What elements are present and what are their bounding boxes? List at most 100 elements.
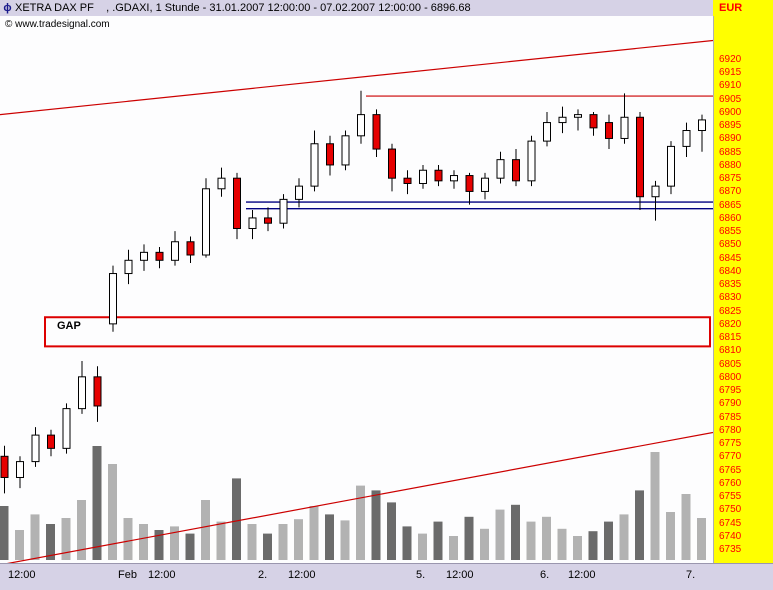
volume-bar bbox=[464, 516, 474, 560]
volume-bar bbox=[309, 506, 319, 560]
price-tick-label: 6910 bbox=[719, 80, 742, 92]
volume-bar bbox=[232, 478, 241, 560]
candle-body bbox=[372, 114, 381, 150]
time-tick-label: 12:00 bbox=[8, 569, 36, 581]
volume-bar bbox=[294, 519, 303, 560]
volume-bar bbox=[356, 485, 365, 560]
volume-bar bbox=[139, 524, 148, 560]
price-tick-label: 6845 bbox=[719, 252, 742, 264]
time-tick-label: 6. bbox=[540, 569, 550, 581]
candle-body bbox=[326, 143, 334, 166]
price-tick-label: 6795 bbox=[719, 385, 742, 397]
candle-body bbox=[589, 114, 598, 129]
price-tick-label: 6740 bbox=[719, 530, 742, 542]
volume-bar bbox=[170, 526, 179, 560]
volume-bar bbox=[480, 528, 489, 560]
candle-body bbox=[465, 175, 474, 192]
candle-body bbox=[481, 177, 489, 192]
volume-bar bbox=[15, 530, 24, 560]
candle-body bbox=[574, 114, 582, 118]
volume-bar bbox=[263, 533, 272, 560]
volume-bar bbox=[635, 490, 644, 560]
price-tick-label: 6870 bbox=[719, 186, 742, 198]
candle-body bbox=[264, 217, 272, 224]
price-tick-label: 6815 bbox=[719, 332, 742, 344]
price-tick-label: 6750 bbox=[719, 504, 742, 516]
volume-bar bbox=[573, 536, 582, 560]
candle-body bbox=[512, 159, 520, 182]
candle-body bbox=[496, 159, 505, 179]
candle-body bbox=[620, 116, 629, 139]
candle-body bbox=[0, 455, 9, 478]
time-tick-label: 12:00 bbox=[288, 569, 316, 581]
volume-bar bbox=[123, 518, 133, 560]
time-tick-label: 12:00 bbox=[568, 569, 596, 581]
price-tick-label: 6810 bbox=[719, 345, 742, 357]
price-tick-label: 6835 bbox=[719, 279, 742, 291]
volume-bar bbox=[325, 514, 334, 560]
volume-bar bbox=[650, 452, 660, 560]
volume-bar bbox=[588, 531, 598, 560]
time-tick-label: Feb bbox=[118, 569, 137, 581]
candle-body bbox=[47, 434, 55, 449]
time-tick-label: 12:00 bbox=[446, 569, 474, 581]
candle-body bbox=[341, 135, 350, 166]
volume-bar bbox=[433, 521, 443, 560]
candle-body bbox=[667, 145, 675, 187]
candle-body bbox=[217, 177, 226, 190]
price-tick-label: 6860 bbox=[719, 212, 742, 224]
volume-bar bbox=[216, 521, 226, 560]
candle-body bbox=[558, 116, 567, 124]
candle-body bbox=[202, 188, 210, 256]
volume-bar bbox=[402, 526, 412, 560]
volume-bar bbox=[92, 446, 102, 560]
gap-zone-box bbox=[44, 316, 711, 348]
price-tick-label: 6890 bbox=[719, 133, 742, 145]
price-tick-label: 6830 bbox=[719, 292, 742, 304]
volume-bar bbox=[371, 490, 381, 560]
time-tick-label: 12:00 bbox=[148, 569, 176, 581]
price-tick-label: 6760 bbox=[719, 477, 742, 489]
volume-bar bbox=[278, 524, 288, 560]
currency-label: EUR bbox=[713, 0, 773, 16]
candle-body bbox=[124, 259, 133, 275]
volume-bar bbox=[185, 533, 195, 560]
candle-body bbox=[155, 251, 164, 261]
candle-body bbox=[62, 408, 71, 449]
candle-body bbox=[651, 185, 660, 198]
lower-trendline bbox=[6, 431, 713, 563]
candle-body bbox=[109, 273, 117, 325]
candle-body bbox=[171, 241, 179, 261]
candle-body bbox=[682, 130, 691, 147]
price-tick-label: 6905 bbox=[719, 93, 742, 105]
candle-body bbox=[527, 140, 536, 182]
price-tick-label: 6920 bbox=[719, 54, 742, 65]
price-tick-label: 6770 bbox=[719, 451, 742, 463]
copyright: © www.tradesignal.com bbox=[5, 19, 110, 30]
candle-body bbox=[636, 116, 644, 198]
chart-area[interactable]: © www.tradesignal.com GAP bbox=[0, 16, 713, 563]
candle-body bbox=[605, 122, 613, 139]
time-axis[interactable]: 12:00 Feb 12:00 2. 12:00 5. 12:00 6. 12:00 7. bbox=[0, 563, 773, 590]
volume-bar bbox=[0, 506, 9, 560]
price-axis[interactable]: 6920 6915 6910 6905 6900 6895 6890 6885 6880 6875… bbox=[713, 16, 773, 563]
price-tick-label: 6850 bbox=[719, 239, 742, 251]
candle-body bbox=[93, 376, 102, 407]
volume-bar bbox=[46, 524, 55, 560]
upper-trendline bbox=[0, 39, 713, 116]
gap-label: GAP bbox=[57, 320, 81, 332]
volume-bar bbox=[61, 518, 71, 560]
time-tick-label: 5. bbox=[416, 569, 426, 581]
volume-bar bbox=[526, 521, 536, 560]
volume-bar bbox=[557, 528, 567, 560]
price-tick-label: 6900 bbox=[719, 106, 742, 118]
price-tick-label: 6805 bbox=[719, 358, 742, 370]
price-tick-label: 6865 bbox=[719, 199, 742, 211]
price-tick-label: 6825 bbox=[719, 305, 742, 317]
volume-bar bbox=[697, 518, 706, 560]
candle-body bbox=[31, 434, 40, 463]
volume-bar bbox=[666, 512, 675, 560]
volume-bar bbox=[681, 494, 691, 560]
chart-canvas[interactable]: GAP bbox=[0, 16, 713, 563]
candle-body bbox=[78, 376, 86, 410]
